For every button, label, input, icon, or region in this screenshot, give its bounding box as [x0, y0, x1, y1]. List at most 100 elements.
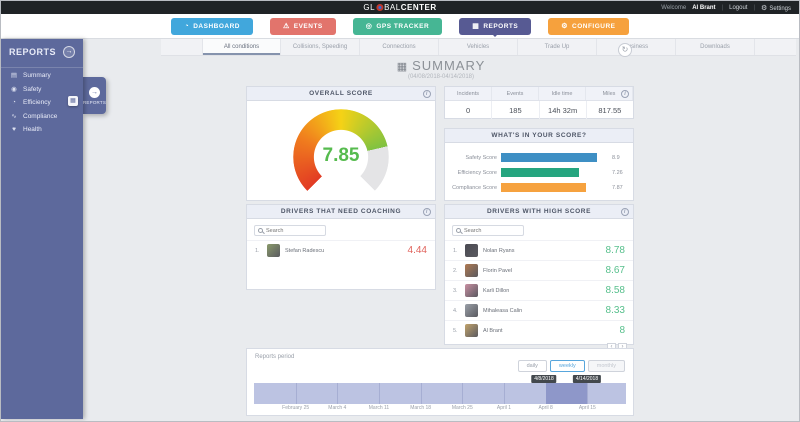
page-title: ▦ SUMMARY	[396, 58, 486, 73]
nav-reports-button[interactable]: ▦ REPORTS	[459, 17, 532, 35]
stats-header-miles: Miles	[586, 87, 633, 100]
compliance-score-row: Compliance Score 7.87	[449, 180, 625, 195]
subtab-connections[interactable]: Connections	[360, 39, 439, 55]
info-icon[interactable]: i	[621, 90, 629, 98]
subtab-trade-up[interactable]: Trade Up	[518, 39, 597, 55]
gridline	[337, 383, 339, 404]
timeline-axis: February 25 March 4 March 11 March 18 Ma…	[254, 405, 626, 413]
shield-icon: ◉	[11, 86, 17, 93]
score-breakdown-header: WHAT'S IN YOUR SCORE?	[445, 129, 633, 143]
reports-period-label: Reports period	[255, 354, 295, 360]
efficiency-score-bar	[501, 168, 580, 177]
reports-chart-icon: ▦	[472, 22, 480, 30]
coaching-drivers-card: DRIVERS THAT NEED COACHING i 1. Stefan R…	[246, 204, 436, 290]
driver-row[interactable]: 1. Stefan Radescu 4.44	[247, 240, 435, 260]
wrench-icon: ⚙	[561, 22, 569, 30]
logo-text-center: CENTER	[400, 3, 437, 12]
warning-icon: ⚠	[282, 22, 290, 30]
refresh-icon[interactable]: ↻	[618, 43, 632, 57]
high-score-header: DRIVERS WITH HIGH SCORE i	[445, 205, 633, 219]
info-icon[interactable]: i	[621, 208, 629, 216]
info-icon[interactable]: i	[423, 208, 431, 216]
subtab-all-conditions[interactable]: All conditions	[202, 39, 281, 55]
score-bars: Safety Score 8.9 Efficiency Score 7.26 C…	[445, 143, 633, 195]
nav-gps-tracker-button[interactable]: ◎ GPS TRACKER	[352, 17, 443, 35]
gps-pin-icon: ◎	[365, 22, 373, 30]
dashboard-icon: ◔	[184, 22, 190, 30]
monthly-button[interactable]: monthly	[587, 360, 625, 372]
gauge-value: 7.85	[322, 145, 360, 166]
nav-events-button[interactable]: ⚠ EVENTS	[269, 17, 336, 35]
main-nav: ◔ DASHBOARD ⚠ EVENTS ◎ GPS TRACKER ▦ REP…	[1, 14, 799, 39]
settings-link[interactable]: ⚙ Settings	[761, 4, 791, 12]
stats-value-idle-time: 14h 32m	[540, 101, 587, 119]
driver-name: Karli Dillon	[483, 287, 510, 294]
driver-row[interactable]: 5. Al Brant 8	[445, 320, 633, 340]
avatar	[465, 264, 478, 277]
gridline	[587, 383, 589, 404]
range-start-tooltip: 4/8/2018	[531, 375, 557, 383]
subtab-collisions-speeding[interactable]: Collisions, Speeding	[281, 39, 360, 55]
sidebar-item-summary[interactable]: ▤ Summary	[10, 71, 51, 80]
stats-value-events: 185	[492, 101, 540, 119]
gridline	[420, 383, 422, 404]
score-gauge: 7.85	[293, 109, 389, 205]
driver-row[interactable]: 4. Mihaleasa Calin 8.33	[445, 300, 633, 320]
logo: GL BAL CENTER	[363, 1, 436, 14]
stats-header-incidents: Incidents	[445, 87, 492, 100]
logo-text-bal: BAL	[384, 3, 401, 12]
subtab-vehicles[interactable]: Vehicles	[439, 39, 518, 55]
nav-configure-button[interactable]: ⚙ CONFIGURE	[548, 17, 629, 35]
nav-dashboard-button[interactable]: ◔ DASHBOARD	[171, 17, 253, 35]
timeline-band[interactable]	[254, 383, 626, 404]
axis-tick: March 11	[368, 405, 390, 411]
driver-score: 4.44	[407, 245, 427, 256]
high-score-search[interactable]	[452, 225, 524, 236]
date-range: (04/08/2018-04/14/2018)	[407, 74, 475, 80]
driver-rank: 4.	[453, 307, 458, 314]
stats-value-miles: 817.55	[598, 105, 622, 115]
avatar	[465, 244, 478, 257]
driver-score: 8	[619, 325, 625, 336]
info-icon[interactable]: i	[423, 90, 431, 98]
daily-button[interactable]: daily	[517, 360, 547, 372]
sidebar-item-safety[interactable]: ◉ Safety	[11, 85, 42, 94]
gridline	[462, 383, 464, 404]
divider: |	[721, 4, 724, 11]
coaching-search[interactable]	[254, 225, 326, 236]
axis-tick: April 8	[538, 405, 553, 411]
driver-rank: 5.	[453, 327, 458, 334]
bar-value: 7.26	[612, 169, 623, 176]
bar-label: Efficiency Score	[457, 169, 497, 176]
driver-rank: 3.	[453, 287, 458, 294]
driver-rank: 2.	[453, 267, 458, 274]
wave-icon: ∿	[11, 113, 17, 120]
weekly-button[interactable]: weekly	[549, 360, 585, 372]
bar-track	[501, 168, 609, 177]
sidebar-item-compliance[interactable]: ∿ Compliance	[11, 112, 58, 121]
gridline	[378, 383, 380, 404]
sidebar-collapse-icon[interactable]: →	[63, 46, 75, 58]
sidebar-item-efficiency[interactable]: ◔ Efficiency	[1, 96, 83, 109]
search-input[interactable]	[266, 227, 322, 234]
driver-row[interactable]: 3. Karli Dillon 8.58	[445, 280, 633, 300]
selected-range-handle[interactable]	[545, 383, 588, 404]
driver-name: Al Brant	[483, 327, 503, 334]
sidebar-header: REPORTS →	[1, 39, 83, 68]
driver-row[interactable]: 1. Nolan Ryans 8.78	[445, 240, 633, 260]
period-buttons: daily weekly monthly	[517, 360, 625, 372]
welcome-label: Welcome	[661, 4, 687, 11]
search-icon	[456, 228, 461, 233]
sidebar-item-health[interactable]: ♥ Health	[1, 123, 83, 136]
bar-label: Compliance Score	[452, 184, 497, 191]
avatar	[465, 284, 478, 297]
subtab-business[interactable]: Business	[597, 39, 676, 55]
driver-score: 8.67	[605, 265, 625, 276]
logout-link[interactable]: Logout	[729, 4, 748, 11]
subtab-downloads[interactable]: Downloads	[676, 39, 755, 55]
search-input[interactable]	[464, 227, 520, 234]
compliance-tooltip-icon[interactable]: ▦	[68, 96, 78, 106]
reports-drawer-handle[interactable]: → REPORTS	[83, 77, 106, 114]
driver-row[interactable]: 2. Florin Pavel 8.67	[445, 260, 633, 280]
